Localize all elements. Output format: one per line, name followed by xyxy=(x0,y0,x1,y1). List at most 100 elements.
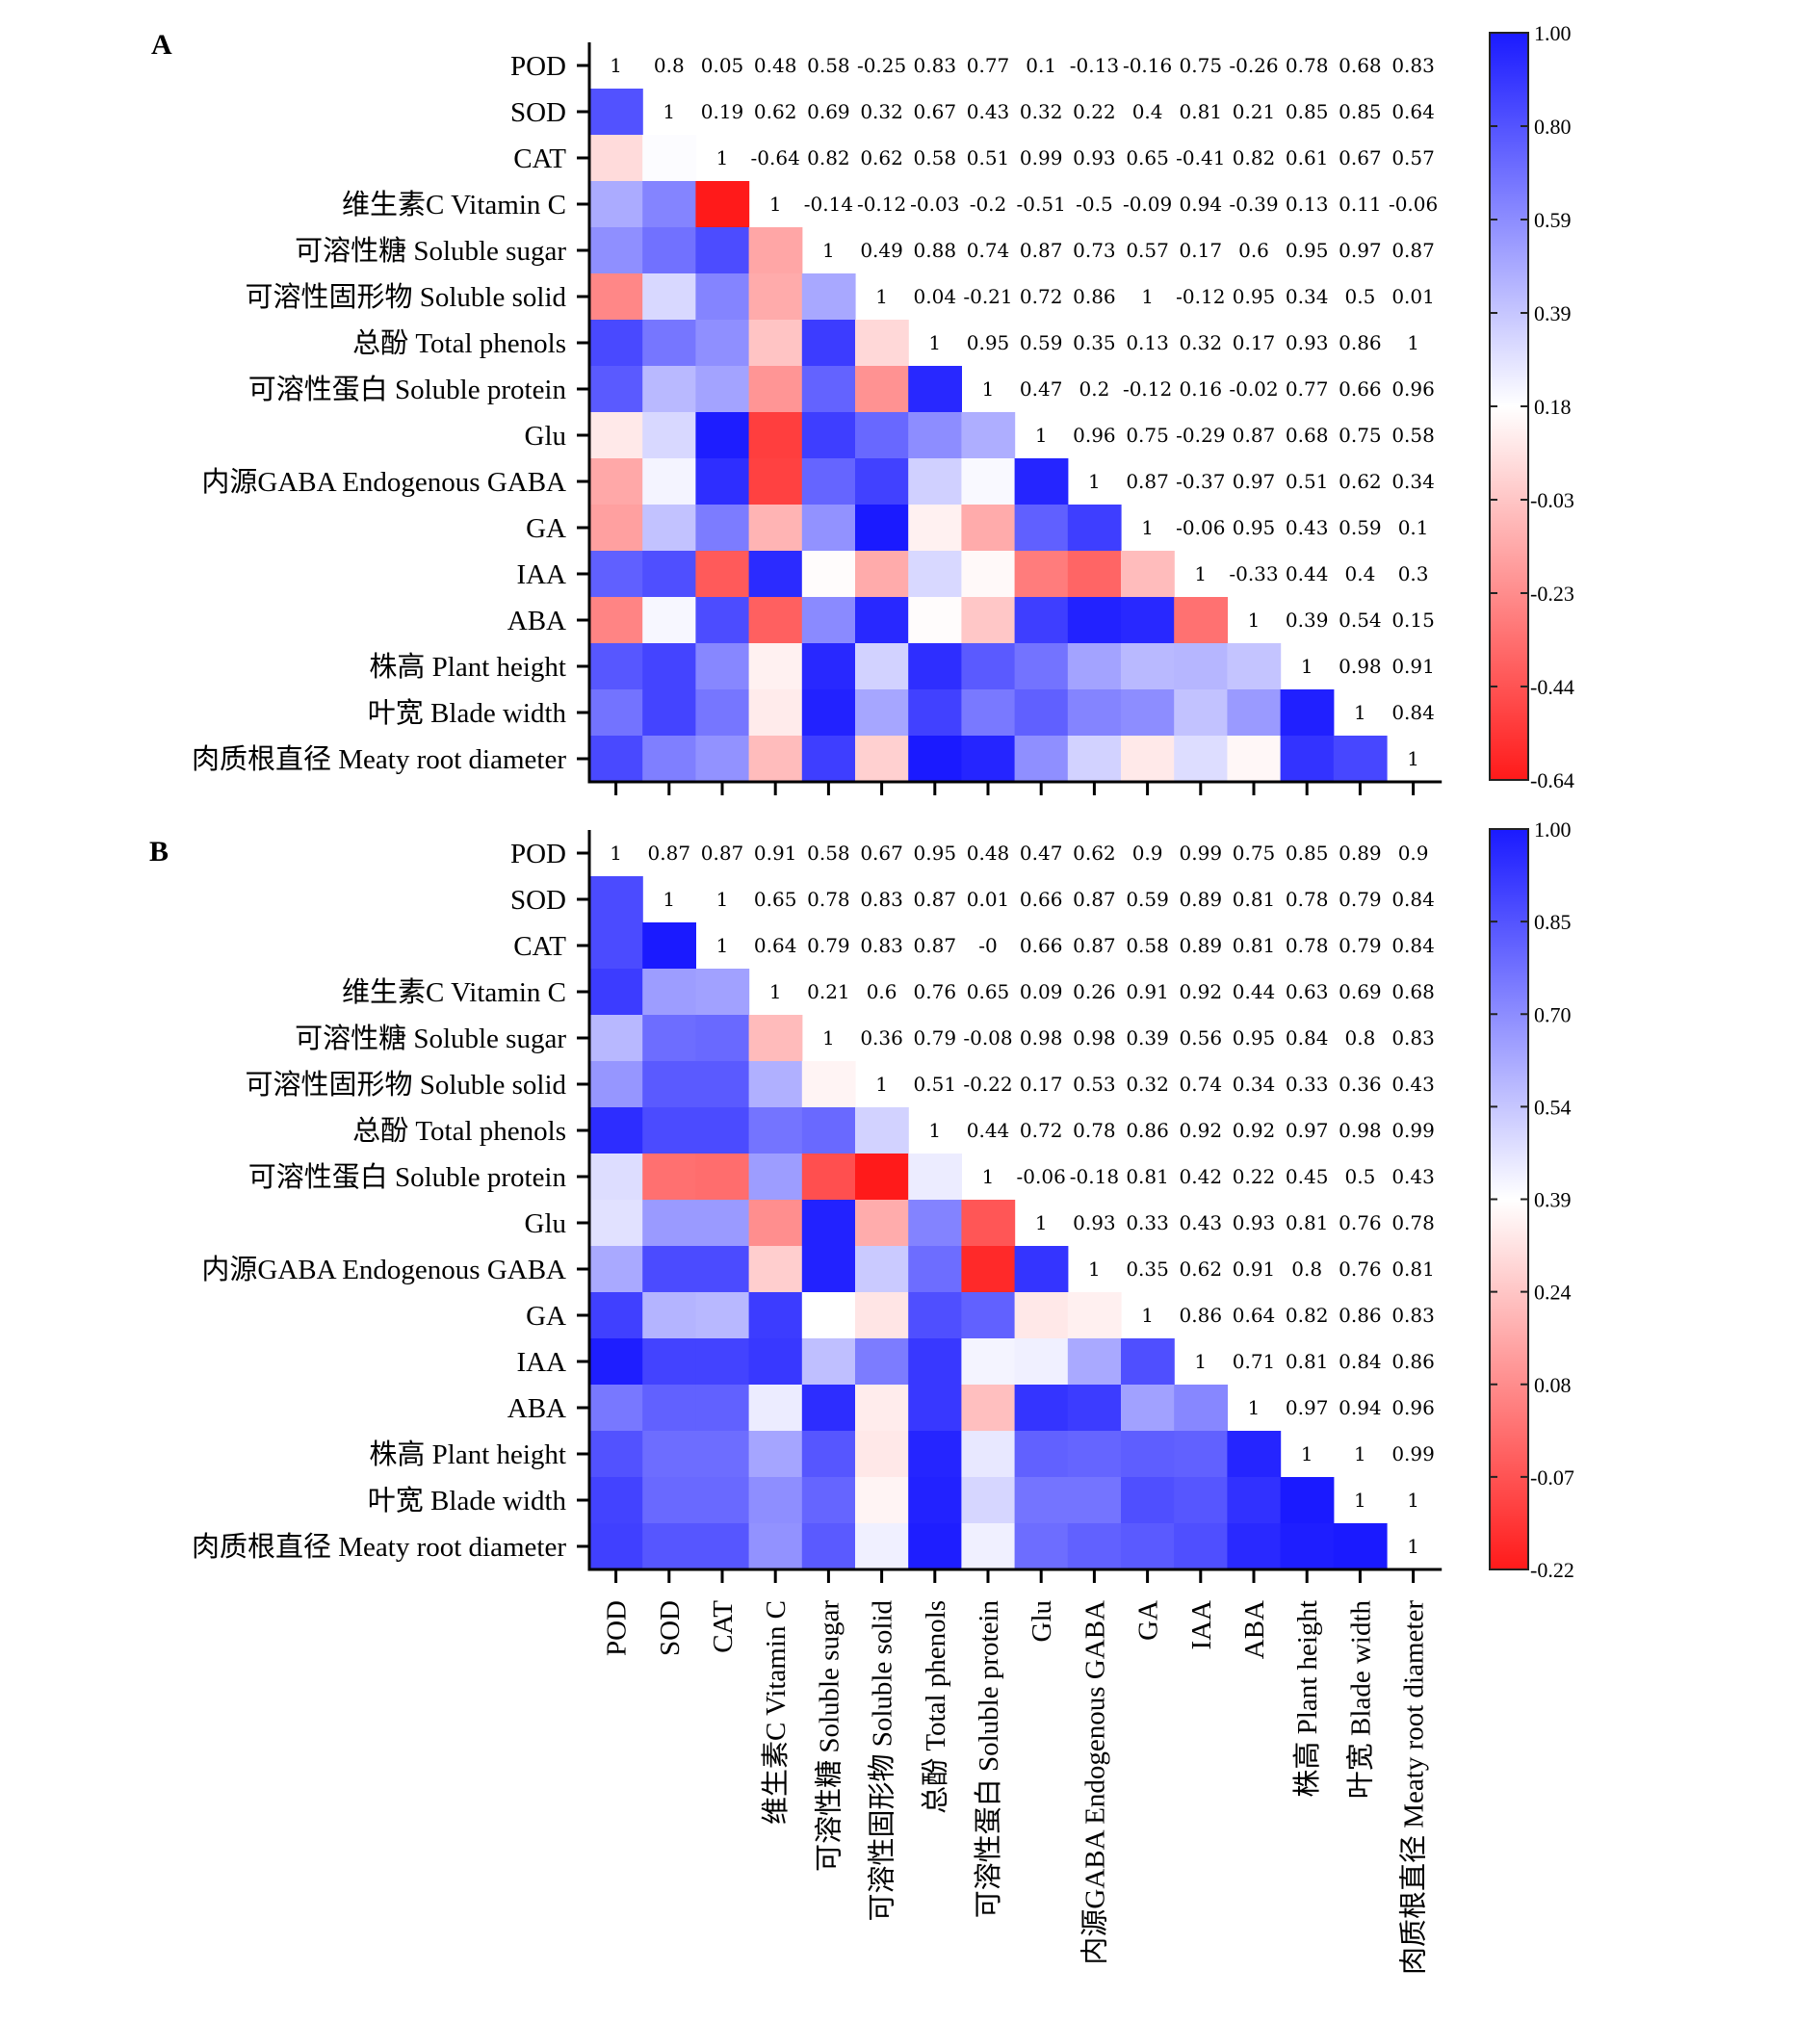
cell-value-label: 0.43 xyxy=(1180,1211,1223,1234)
cell-value-label: 0.51 xyxy=(1286,470,1329,493)
heatmap-cell xyxy=(1014,458,1069,506)
heatmap-cell xyxy=(589,1292,643,1339)
cell-value-label: 0.78 xyxy=(807,888,850,911)
heatmap-cell xyxy=(801,273,856,321)
cell-value-label: 1 xyxy=(1141,1304,1154,1327)
heatmap-cell xyxy=(1121,1477,1175,1524)
heatmap-cell xyxy=(855,689,909,737)
heatmap-cell xyxy=(855,366,909,413)
cell-value-label: 0.93 xyxy=(1073,146,1116,169)
cell-value-label: 0.82 xyxy=(807,146,850,169)
heatmap-cell xyxy=(589,458,643,506)
cell-value-label: 0.87 xyxy=(914,934,957,957)
heatmap-cell xyxy=(642,1385,696,1432)
cell-value-label: 0.32 xyxy=(860,100,903,123)
cell-value-label: 0.43 xyxy=(1286,516,1329,539)
cell-value-label: 0.87 xyxy=(1020,239,1063,262)
heatmap-cell xyxy=(1014,689,1069,737)
y-tick-label: POD xyxy=(510,51,566,82)
cell-value-label: 1 xyxy=(1194,1350,1207,1373)
cell-value-label: 1 xyxy=(610,842,622,865)
heatmap-cell xyxy=(1280,736,1335,783)
x-tick-label: 维生素C Vitamin C xyxy=(760,1600,792,1825)
cell-value-label: 1 xyxy=(769,193,782,216)
heatmap-cell xyxy=(642,458,696,506)
heatmap-cell xyxy=(589,876,643,923)
cell-value-label: 0.79 xyxy=(1339,934,1382,957)
y-tick-label: 肉质根直径 Meaty root diameter xyxy=(192,743,566,775)
heatmap-cell xyxy=(855,320,909,367)
heatmap-cell xyxy=(589,1246,643,1293)
heatmap-cell xyxy=(908,1431,962,1478)
heatmap-cell xyxy=(801,1154,856,1201)
heatmap-cell xyxy=(748,505,803,552)
cell-value-label: 0.99 xyxy=(1391,1119,1435,1142)
cell-value-label: 1 xyxy=(982,377,995,401)
cell-value-label: 0.86 xyxy=(1126,1119,1169,1142)
heatmap-cell xyxy=(589,505,643,552)
heatmap-cell xyxy=(855,643,909,690)
heatmap-cell xyxy=(1227,689,1282,737)
heatmap-cell xyxy=(748,1477,803,1524)
y-tick-label: 叶宽 Blade width xyxy=(368,1485,567,1516)
heatmap-cell xyxy=(1067,1477,1122,1524)
cell-value-label: 0.59 xyxy=(1020,331,1063,354)
cell-value-label: -0.41 xyxy=(1176,146,1225,169)
y-tick-label: ABA xyxy=(507,606,566,636)
heatmap-cell xyxy=(748,736,803,783)
cell-value-label: 0.83 xyxy=(860,888,903,911)
heatmap-cell xyxy=(1280,1523,1335,1570)
x-tick-label: IAA xyxy=(1186,1600,1217,1650)
heatmap-cell xyxy=(1174,1431,1228,1478)
cell-value-label: -0.06 xyxy=(1389,193,1438,216)
heatmap-cell xyxy=(589,227,643,274)
heatmap-cell xyxy=(748,1154,803,1201)
cell-value-label: 0.8 xyxy=(1344,1026,1375,1050)
cell-value-label: 0.96 xyxy=(1391,1396,1435,1419)
heatmap-cell xyxy=(1333,1523,1388,1570)
cell-value-label: 0.81 xyxy=(1286,1350,1329,1373)
cell-value-label: 0.93 xyxy=(1073,1211,1116,1234)
heatmap-cell xyxy=(695,412,750,459)
heatmap-cell xyxy=(748,227,803,274)
heatmap-cell xyxy=(589,366,643,413)
y-tick-label: SOD xyxy=(510,97,566,128)
cell-value-label: 0.78 xyxy=(1286,888,1329,911)
colorbar-tick-label: 1.00 xyxy=(1534,817,1572,842)
cell-value-label: 0.26 xyxy=(1073,980,1116,1003)
heatmap-cell xyxy=(908,689,962,737)
heatmap-cell xyxy=(1121,689,1175,737)
heatmap-cell xyxy=(642,1523,696,1570)
cell-value-label: 0.17 xyxy=(1180,239,1223,262)
cell-value-label: 0.95 xyxy=(1233,1026,1276,1050)
heatmap-cell xyxy=(1227,1431,1282,1478)
cell-value-label: 0.86 xyxy=(1073,285,1116,308)
cell-value-label: 0.13 xyxy=(1286,193,1329,216)
heatmap-cell xyxy=(801,1431,856,1478)
cell-value-label: 0.95 xyxy=(1233,516,1276,539)
cell-value-label: 0.87 xyxy=(648,842,691,865)
heatmap-cell xyxy=(589,320,643,367)
heatmap-cell xyxy=(589,689,643,737)
cell-value-label: 0.4 xyxy=(1344,562,1375,585)
cell-value-label: 0.13 xyxy=(1126,331,1169,354)
heatmap-cell xyxy=(1174,689,1228,737)
heatmap-cell xyxy=(1067,1385,1122,1432)
heatmap-cell xyxy=(908,1477,962,1524)
heatmap-cell xyxy=(801,412,856,459)
heatmap-cell xyxy=(961,643,1016,690)
cell-value-label: 0.39 xyxy=(1126,1026,1169,1050)
heatmap-cell xyxy=(801,505,856,552)
cell-value-label: 0.04 xyxy=(914,285,957,308)
cell-value-label: 1 xyxy=(1354,1442,1366,1465)
cell-value-label: 0.1 xyxy=(1398,516,1429,539)
cell-value-label: 0.9 xyxy=(1398,842,1429,865)
cell-value-label: 0.83 xyxy=(1391,54,1435,77)
cell-value-label: 1 xyxy=(928,1119,941,1142)
cell-value-label: 0.44 xyxy=(967,1119,1010,1142)
heatmap-cell xyxy=(961,1338,1016,1386)
cell-value-label: 0.2 xyxy=(1079,377,1109,401)
heatmap-cell xyxy=(1121,597,1175,644)
y-tick-label: 维生素C Vitamin C xyxy=(342,976,566,1008)
heatmap-cell xyxy=(642,736,696,783)
